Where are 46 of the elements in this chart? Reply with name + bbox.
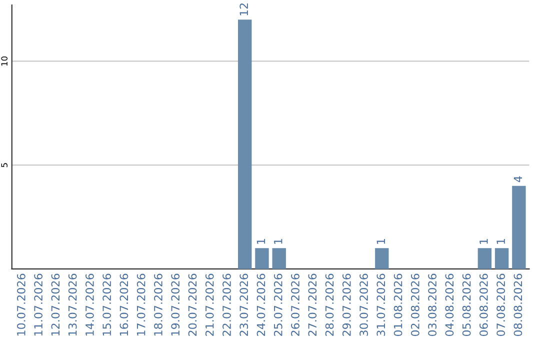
x-tick-label: 03.08.2026 [428, 274, 436, 336]
x-tick-label: 21.07.2026 [205, 274, 214, 336]
x-tick-label: 26.07.2026 [291, 274, 300, 336]
x-tick-label: 05.08.2026 [462, 274, 471, 336]
x-tick-label: 19.07.2026 [171, 274, 180, 336]
bar [512, 186, 526, 269]
x-tick-label: 24.07.2026 [256, 274, 266, 336]
data-label: 4 [514, 176, 522, 182]
data-label: 1 [376, 239, 385, 244]
x-tick-label: 07.08.2026 [496, 274, 506, 336]
x-tick-label: 25.07.2026 [274, 274, 282, 336]
data-label: 1 [480, 239, 488, 244]
bar [478, 248, 492, 269]
y-tick-label: 10 [1, 56, 8, 66]
x-tick-label: 01.08.2026 [394, 274, 402, 336]
x-tick-label: 18.07.2026 [154, 274, 162, 336]
data-label: 1 [256, 239, 266, 244]
bar [494, 248, 509, 269]
x-tick-label: 23.07.2026 [240, 274, 248, 336]
bar [255, 248, 269, 269]
x-tick-label: 30.07.2026 [360, 274, 368, 336]
x-tick-label: 20.07.2026 [188, 274, 197, 336]
x-tick-label: 31.07.2026 [376, 274, 386, 336]
x-tick-label: 22.07.2026 [222, 274, 231, 336]
bar [375, 248, 389, 269]
data-label: 1 [496, 239, 505, 244]
x-tick-label: 02.08.2026 [410, 274, 420, 336]
x-tick-label: 13.07.2026 [68, 274, 77, 336]
x-tick-label: 27.07.2026 [308, 274, 317, 336]
x-tick-label: 29.07.2026 [342, 274, 351, 336]
x-tick-label: 28.07.2026 [325, 274, 334, 336]
x-tick-label: 15.07.2026 [102, 274, 112, 336]
x-tick-label: 17.07.2026 [136, 274, 146, 336]
data-label: 12 [240, 4, 248, 16]
x-tick-label: 10.07.2026 [16, 274, 26, 336]
data-label: 1 [274, 239, 282, 244]
x-tick-label: 12.07.2026 [51, 274, 60, 336]
bar [238, 20, 252, 269]
x-tick-label: 08.08.2026 [514, 274, 522, 336]
x-tick-label: 11.07.2026 [34, 274, 43, 336]
y-tick-label: 5 [1, 163, 8, 168]
x-tick-label: 16.07.2026 [120, 274, 128, 336]
x-tick-label: 06.08.2026 [479, 274, 488, 336]
bar [272, 248, 286, 269]
x-tick-label: 04.08.2026 [445, 274, 454, 336]
x-tick-label: 14.07.2026 [85, 274, 94, 336]
